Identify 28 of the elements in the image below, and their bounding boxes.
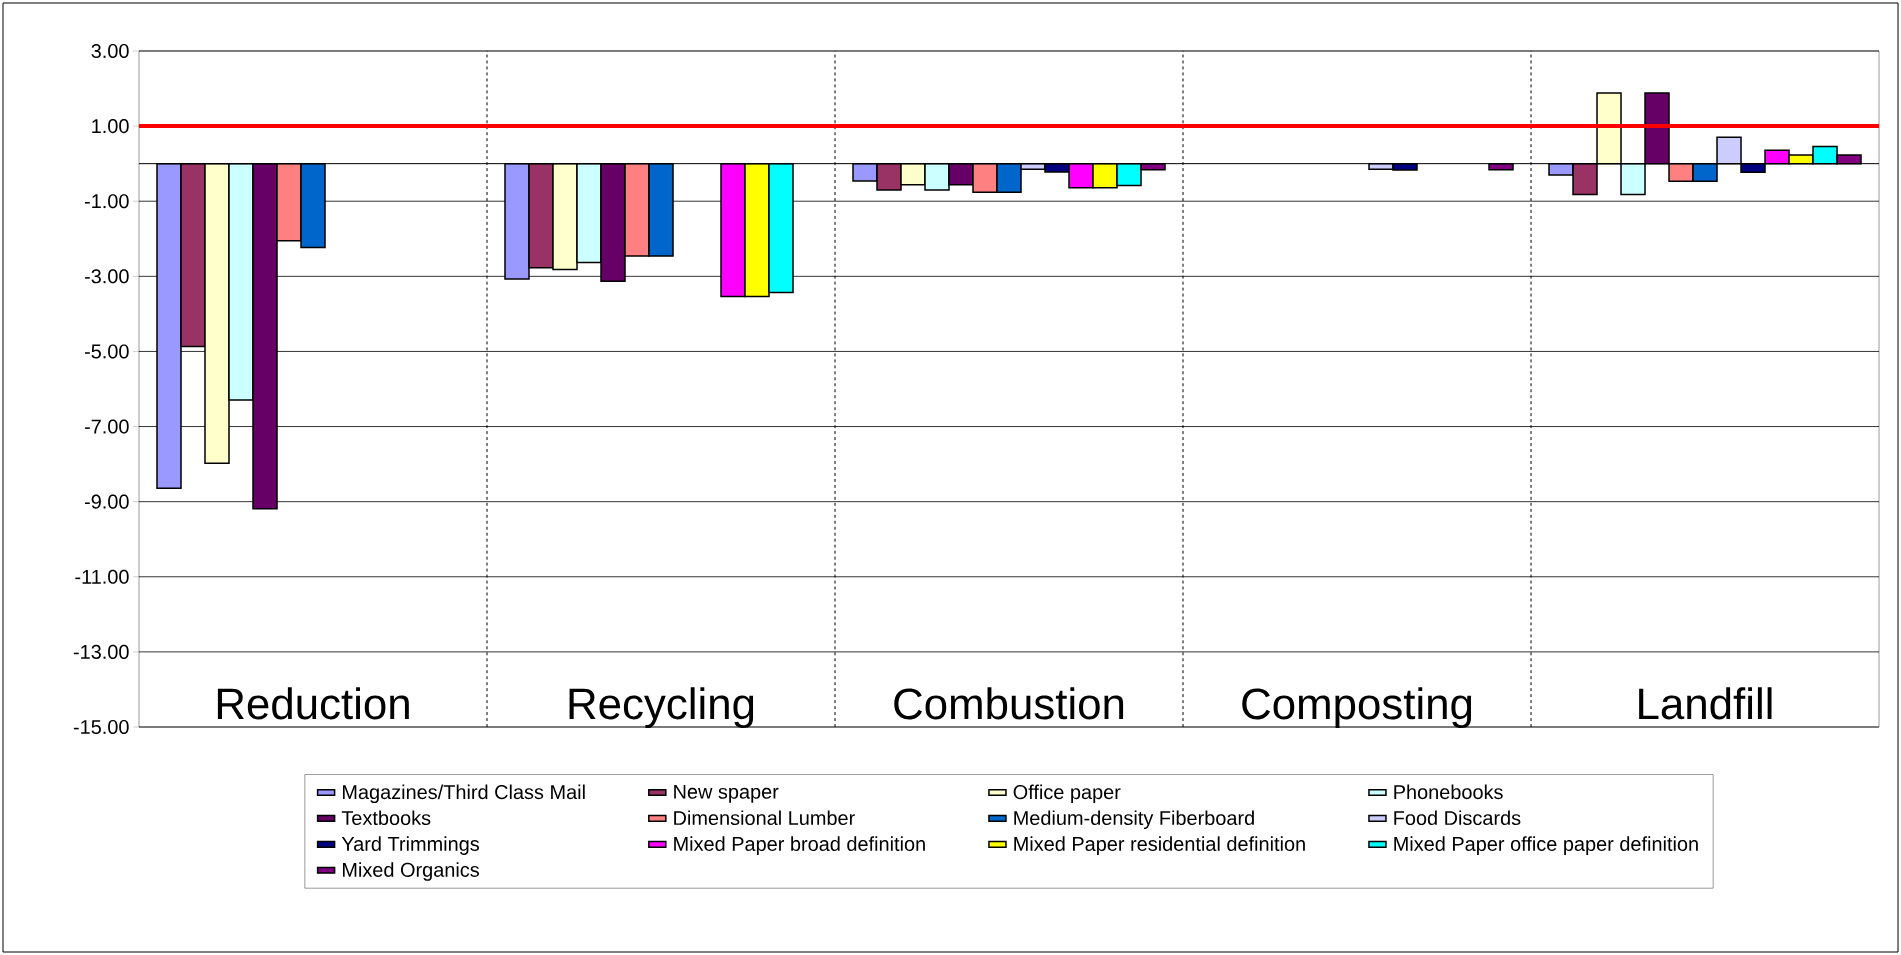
y-tick-label: -7.00 bbox=[84, 419, 129, 434]
legend-label: Textbooks bbox=[341, 810, 431, 826]
x-tick-label: Combustion bbox=[894, 687, 1124, 720]
legend-label: Magazines/Third Class Mail bbox=[343, 784, 585, 804]
y-tick-label: -11.00 bbox=[75, 569, 129, 584]
y-tick-label: -13.00 bbox=[73, 644, 129, 659]
y-tick-label: -3.00 bbox=[84, 269, 129, 284]
legend-label: Dimensional Lumber bbox=[674, 810, 855, 826]
legend-label: Office paper bbox=[1013, 784, 1121, 804]
y-tick-label: -9.00 bbox=[84, 494, 129, 509]
x-tick-label: Composting bbox=[1242, 687, 1472, 729]
x-tick-label: Reduction bbox=[217, 687, 409, 720]
x-tick-label: Landfill bbox=[1639, 687, 1772, 720]
legend-label: Mixed Paper residential definition bbox=[1014, 836, 1305, 855]
legend-label: Yard Trimmings bbox=[341, 836, 480, 855]
legend-label: Mixed Paper broad definition bbox=[674, 836, 925, 855]
y-tick-label: 3.00 bbox=[91, 43, 129, 59]
legend-label: New spaper bbox=[674, 784, 779, 803]
legend-label: Medium-density Fiberboard bbox=[1014, 810, 1254, 830]
y-tick-label: -15.00 bbox=[73, 719, 129, 735]
legend-label: Food Discards bbox=[1394, 810, 1521, 826]
legend-label: Mixed Organics bbox=[343, 862, 480, 881]
legend-label: Phonebooks bbox=[1394, 784, 1503, 800]
x-tick-label: Recycling bbox=[569, 687, 754, 729]
y-tick-label: 1.00 bbox=[92, 119, 129, 134]
legend-label: Mixed Paper office paper definition bbox=[1394, 836, 1698, 855]
y-tick-label: -1.00 bbox=[84, 194, 129, 209]
y-tick-label: -5.00 bbox=[84, 344, 129, 359]
